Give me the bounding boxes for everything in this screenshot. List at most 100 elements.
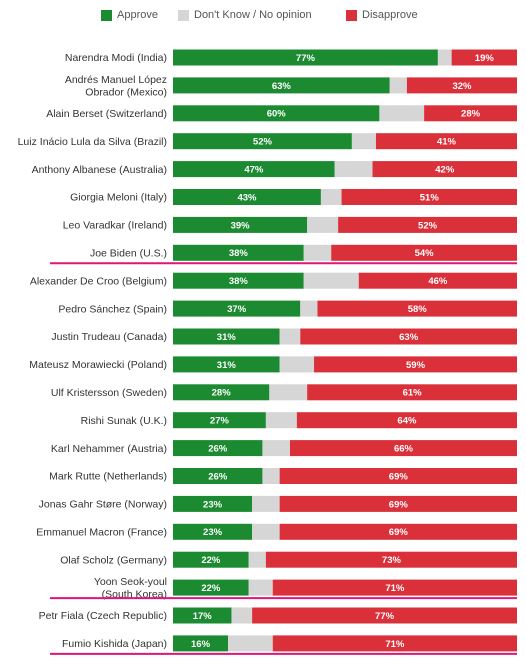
- bar-row: Yoon Seok-youl (South Korea) 22% 71%: [94, 576, 517, 601]
- data-label-disapprove: 51%: [420, 192, 440, 203]
- data-label-disapprove: 69%: [389, 471, 409, 482]
- bar-segment-approve: [173, 523, 253, 540]
- data-label-disapprove: 66%: [394, 444, 414, 455]
- data-label-disapprove: 52%: [418, 220, 438, 231]
- category-label-line: Emmanuel Macron (France): [36, 527, 167, 539]
- data-label-approve: 38%: [229, 276, 249, 287]
- bar-row: Alain Berset (Switzerland) 60% 28%: [46, 105, 517, 122]
- category-label: Fumio Kishida (Japan): [62, 638, 167, 650]
- category-label-line: Narendra Modi (India): [65, 52, 167, 64]
- bar-row: Rishi Sunak (U.K.) 27% 64%: [81, 412, 517, 429]
- bar-row: Pedro Sánchez (Spain) 37% 58%: [58, 300, 517, 317]
- bar-row: Fumio Kishida (Japan) 16% 71%: [62, 635, 517, 652]
- category-label: Anthony Albanese (Australia): [32, 164, 167, 176]
- bar-row: Narendra Modi (India) 77% 19%: [65, 49, 517, 66]
- bar-segment-disapprove: [451, 49, 517, 66]
- legend-label-approve: Approve: [117, 9, 158, 21]
- bar-row: Leo Varadkar (Ireland) 39% 52%: [63, 216, 517, 233]
- data-label-approve: 27%: [210, 416, 230, 427]
- bar-segment-neutral: [437, 49, 452, 66]
- bar-row: Jonas Gahr Støre (Norway) 23% 69%: [39, 495, 517, 512]
- bar-row: Alexander De Croo (Belgium) 38% 46%: [30, 272, 517, 289]
- bar-segment-approve: [173, 356, 280, 373]
- legend-swatch-approve: [101, 9, 112, 21]
- category-label: Ulf Kristersson (Sweden): [51, 387, 167, 399]
- legend-swatch-neutral: [178, 9, 189, 21]
- data-label-approve: 47%: [244, 165, 264, 176]
- category-label-line: Yoon Seok-youl: [94, 576, 167, 588]
- bar-segment-disapprove: [341, 189, 517, 205]
- data-label-approve: 31%: [217, 332, 237, 343]
- bar-segment-disapprove: [424, 105, 517, 122]
- category-label-line: Pedro Sánchez (Spain): [58, 303, 167, 315]
- category-label: Leo Varadkar (Ireland): [63, 220, 167, 232]
- bar-segment-approve: [173, 189, 321, 205]
- category-label-line: Jonas Gahr Støre (Norway): [39, 499, 167, 511]
- bar-segment-neutral: [279, 356, 315, 373]
- bar-segment-disapprove: [279, 468, 517, 484]
- category-label: Mark Rutte (Netherlands): [49, 471, 167, 483]
- bar-segment-approve: [173, 328, 280, 345]
- category-label: Justin Trudeau (Canada): [51, 331, 167, 343]
- category-label-line: Joe Biden (U.S.): [90, 248, 167, 260]
- bar-segment-approve: [173, 161, 335, 178]
- bar-segment-approve: [173, 412, 266, 429]
- data-label-approve: 38%: [229, 248, 249, 259]
- category-label: Mateusz Morawiecki (Poland): [29, 359, 167, 371]
- data-label-approve: 37%: [227, 304, 247, 315]
- bar-segment-neutral: [307, 216, 339, 233]
- bar-segment-disapprove: [289, 440, 517, 457]
- category-label: Joe Biden (U.S.): [90, 248, 167, 260]
- data-label-approve: 63%: [272, 81, 292, 92]
- bar-segment-neutral: [269, 384, 308, 401]
- category-label-line: Justin Trudeau (Canada): [51, 331, 167, 343]
- bar-segment-neutral: [320, 189, 342, 205]
- data-label-disapprove: 63%: [399, 332, 419, 343]
- category-label: Emmanuel Macron (France): [36, 527, 167, 539]
- bar-segment-disapprove: [279, 523, 517, 540]
- bar-segment-disapprove: [272, 579, 517, 596]
- category-label-line: Leo Varadkar (Ireland): [63, 220, 167, 232]
- bar-segment-neutral: [379, 105, 425, 122]
- legend-label-neutral: Don't Know / No opinion: [194, 9, 312, 21]
- bar-row: Petr Fiala (Czech Republic) 17% 77%: [39, 607, 517, 624]
- bar-segment-neutral: [252, 495, 280, 512]
- bar-segment-neutral: [248, 551, 266, 568]
- bar-segment-approve: [173, 300, 301, 317]
- bar-row: Joe Biden (U.S.) 38% 54%: [90, 244, 517, 261]
- bar-segment-neutral: [231, 607, 253, 624]
- category-label-line: Fumio Kishida (Japan): [62, 638, 167, 650]
- bar-segment-approve: [173, 495, 253, 512]
- category-label: Petr Fiala (Czech Republic): [39, 610, 167, 622]
- bar-segment-approve: [173, 244, 304, 261]
- bar-row: Justin Trudeau (Canada) 31% 63%: [51, 328, 517, 345]
- category-label-line: Mateusz Morawiecki (Poland): [29, 359, 167, 371]
- data-label-disapprove: 46%: [428, 276, 448, 287]
- category-label-line: Petr Fiala (Czech Republic): [39, 610, 167, 622]
- category-label-line: Ulf Kristersson (Sweden): [51, 387, 167, 399]
- bar-segment-approve: [173, 384, 270, 401]
- category-label: Luiz Inácio Lula da Silva (Brazil): [18, 136, 167, 148]
- category-label-line: Olaf Scholz (Germany): [60, 554, 167, 566]
- bar-row: Olaf Scholz (Germany) 22% 73%: [60, 551, 517, 568]
- bar-segment-neutral: [279, 328, 301, 345]
- category-label-line: Karl Nehammer (Austria): [51, 443, 167, 455]
- category-label-line: Rishi Sunak (U.K.): [81, 415, 167, 427]
- data-label-approve: 31%: [217, 360, 237, 371]
- category-label-line: Giorgia Meloni (Italy): [70, 192, 167, 204]
- category-label-line: Andrés Manuel López: [65, 74, 167, 86]
- data-label-disapprove: 32%: [452, 81, 472, 92]
- data-label-approve: 16%: [191, 639, 211, 650]
- bar-segment-neutral: [265, 412, 297, 429]
- bar-segment-disapprove: [252, 607, 517, 624]
- category-label: Giorgia Meloni (Italy): [70, 192, 167, 204]
- bar-segment-disapprove: [406, 77, 517, 94]
- data-label-approve: 22%: [201, 555, 221, 566]
- bar-segment-approve: [173, 607, 232, 624]
- data-label-disapprove: 69%: [389, 527, 409, 538]
- bar-segment-neutral: [334, 161, 373, 178]
- category-label-line: Obrador (Mexico): [85, 86, 167, 98]
- bar-segment-neutral: [303, 244, 332, 261]
- bar-segment-approve: [173, 551, 249, 568]
